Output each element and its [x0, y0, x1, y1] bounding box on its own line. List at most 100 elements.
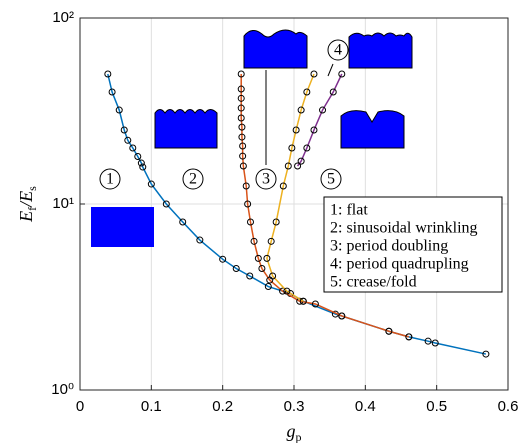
- x-axis-label: gp: [287, 421, 302, 443]
- data-point: [267, 237, 275, 245]
- data-point: [238, 133, 246, 141]
- data-point: [338, 70, 346, 78]
- data-point: [319, 106, 327, 114]
- data-point: [237, 85, 245, 93]
- data-point: [246, 272, 254, 280]
- y-tick-label: 10²: [52, 9, 74, 26]
- label-circle: [255, 168, 277, 190]
- data-point: [264, 283, 272, 291]
- data-point: [219, 255, 227, 263]
- data-point: [405, 333, 413, 341]
- x-tick-label: 0.5: [426, 398, 447, 415]
- series-group: [104, 70, 490, 358]
- data-point: [279, 182, 287, 190]
- data-point: [482, 350, 490, 358]
- data-point: [431, 339, 439, 347]
- data-point: [288, 144, 296, 152]
- y-tick-label: 10⁰: [51, 381, 74, 398]
- inset-wrinkle: [154, 109, 218, 149]
- y-label-sub: s: [25, 186, 39, 191]
- data-point: [385, 327, 393, 335]
- label-circle: [327, 39, 349, 61]
- data-point: [147, 180, 155, 188]
- x-tick-label: 0.3: [284, 398, 305, 415]
- notes-box: [323, 196, 503, 293]
- note: 2: sinusoidal wrinkling: [330, 220, 478, 237]
- series-line: [266, 73, 315, 302]
- y-label-main: /E: [16, 191, 36, 208]
- data-point: [179, 218, 187, 226]
- y-axis-label: Ef/Es: [16, 186, 39, 223]
- data-point: [263, 254, 271, 262]
- data-point: [283, 287, 291, 295]
- data-point: [284, 162, 292, 170]
- data-point: [272, 218, 280, 226]
- x-tick-label: 0.6: [498, 398, 519, 415]
- region-label: 3: [262, 171, 270, 188]
- region-label: 1: [106, 171, 114, 188]
- x-tick-label: 0: [76, 398, 84, 415]
- data-point: [294, 162, 302, 170]
- data-point: [238, 123, 246, 131]
- inset-flat: [91, 207, 154, 247]
- data-point: [279, 287, 287, 295]
- y-label-sub: f: [25, 207, 39, 211]
- region-label: 5: [327, 171, 335, 188]
- data-point: [120, 126, 128, 134]
- data-point: [139, 163, 147, 171]
- data-point: [129, 144, 137, 152]
- data-point: [242, 182, 250, 190]
- data-point: [246, 218, 254, 226]
- data-point: [134, 153, 142, 161]
- data-point: [115, 106, 123, 114]
- data-point: [239, 162, 247, 170]
- data-point: [124, 136, 132, 144]
- data-point: [237, 70, 245, 78]
- region-label: 4: [334, 42, 342, 59]
- note: 3: period doubling: [330, 238, 448, 255]
- note: 4: period quadrupling: [330, 256, 469, 273]
- data-point: [311, 300, 319, 308]
- inset-doubling: [243, 29, 308, 69]
- data-point: [338, 312, 346, 320]
- x-label-sub: p: [296, 430, 302, 443]
- x-label-main: g: [287, 421, 296, 441]
- data-point: [237, 104, 245, 112]
- data-point: [297, 106, 305, 114]
- data-point: [239, 142, 247, 150]
- data-point: [239, 152, 247, 160]
- label-circle: [182, 168, 204, 190]
- data-point: [196, 236, 204, 244]
- note: 5: crease/fold: [330, 274, 417, 291]
- pointer-line: [327, 63, 334, 77]
- region-label: 2: [189, 171, 197, 188]
- data-point: [310, 70, 318, 78]
- inset-crease: [340, 110, 405, 149]
- data-point: [310, 126, 318, 134]
- data-point: [162, 200, 170, 208]
- x-tick-label: 0.1: [141, 398, 162, 415]
- data-point: [292, 126, 300, 134]
- data-point: [303, 144, 311, 152]
- data-point: [269, 272, 277, 280]
- data-point: [299, 297, 307, 305]
- data-point: [258, 265, 266, 273]
- data-point: [329, 88, 337, 96]
- data-point: [237, 94, 245, 102]
- data-point: [297, 157, 305, 165]
- data-point: [104, 70, 112, 78]
- data-point: [424, 337, 432, 345]
- data-point: [250, 237, 258, 245]
- data-point: [254, 254, 262, 262]
- inset-quadrupling: [348, 32, 413, 69]
- x-tick-label: 0.2: [212, 398, 233, 415]
- y-label-main: E: [16, 211, 36, 223]
- data-point: [237, 114, 245, 122]
- series-line: [296, 73, 343, 167]
- data-point: [137, 159, 145, 167]
- data-point: [303, 88, 311, 96]
- y-tick-label: 10¹: [52, 195, 74, 212]
- data-point: [232, 265, 240, 273]
- note: 1: flat: [330, 202, 368, 219]
